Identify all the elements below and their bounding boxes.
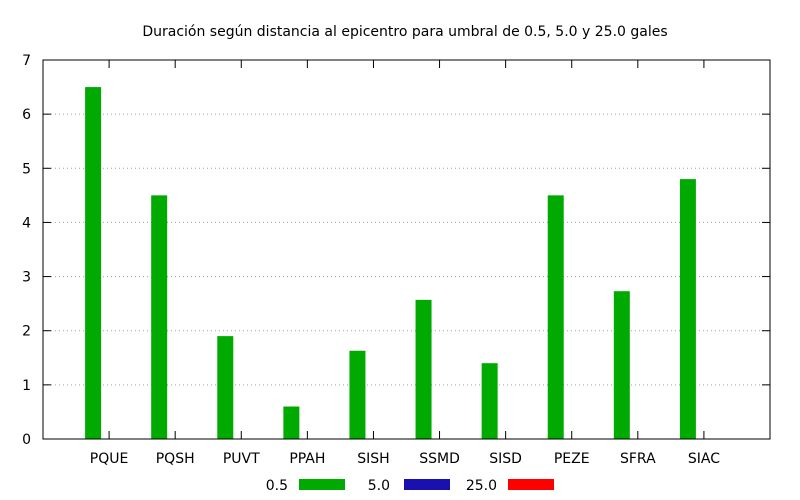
y-tick-label: 2 <box>22 324 31 340</box>
x-tick-label: SIAC <box>688 451 720 467</box>
x-tick-label: PQUE <box>90 451 129 467</box>
legend: 0.5 5.0 25.0 <box>266 478 554 494</box>
x-tick-label: PEZE <box>554 451 590 467</box>
legend-swatch <box>508 479 554 490</box>
bar <box>481 363 498 439</box>
x-tick-label: SSMD <box>419 451 460 467</box>
y-tick-label: 0 <box>22 432 31 448</box>
x-tick-label: PQSH <box>156 451 195 467</box>
legend-label: 0.5 <box>266 478 288 494</box>
bar <box>283 406 300 439</box>
x-tick-label: SISH <box>357 451 389 467</box>
y-tick-label: 1 <box>22 378 31 394</box>
bar <box>679 179 696 439</box>
axis-layer: 0 1 2 3 4 5 6 7 PQUE PQSH PUVT PPAH SISH SSMD SISD PEZE… <box>22 53 771 467</box>
x-tick-label: PPAH <box>289 451 325 467</box>
legend-swatch <box>299 479 345 490</box>
bars-layer <box>85 87 696 440</box>
bar <box>547 195 564 439</box>
x-tick-label: SFRA <box>620 451 656 467</box>
bar <box>415 299 432 439</box>
y-tick-label: 6 <box>22 107 31 123</box>
y-tick-label: 5 <box>22 161 31 177</box>
bar <box>349 350 366 439</box>
bar <box>85 87 102 440</box>
bar <box>613 291 630 439</box>
legend-label: 25.0 <box>466 478 497 494</box>
y-tick-label: 7 <box>22 53 31 69</box>
y-tick-label: 3 <box>22 270 31 286</box>
plot-frame <box>42 59 771 440</box>
legend-label: 5.0 <box>368 478 390 494</box>
chart-title: Duración según distancia al epicentro pa… <box>142 24 667 40</box>
bar <box>217 336 234 439</box>
legend-swatch <box>404 479 450 490</box>
x-tick-label: SISD <box>489 451 522 467</box>
bar <box>151 195 168 439</box>
x-tick-label: PUVT <box>223 451 260 467</box>
y-tick-label: 4 <box>22 215 31 231</box>
